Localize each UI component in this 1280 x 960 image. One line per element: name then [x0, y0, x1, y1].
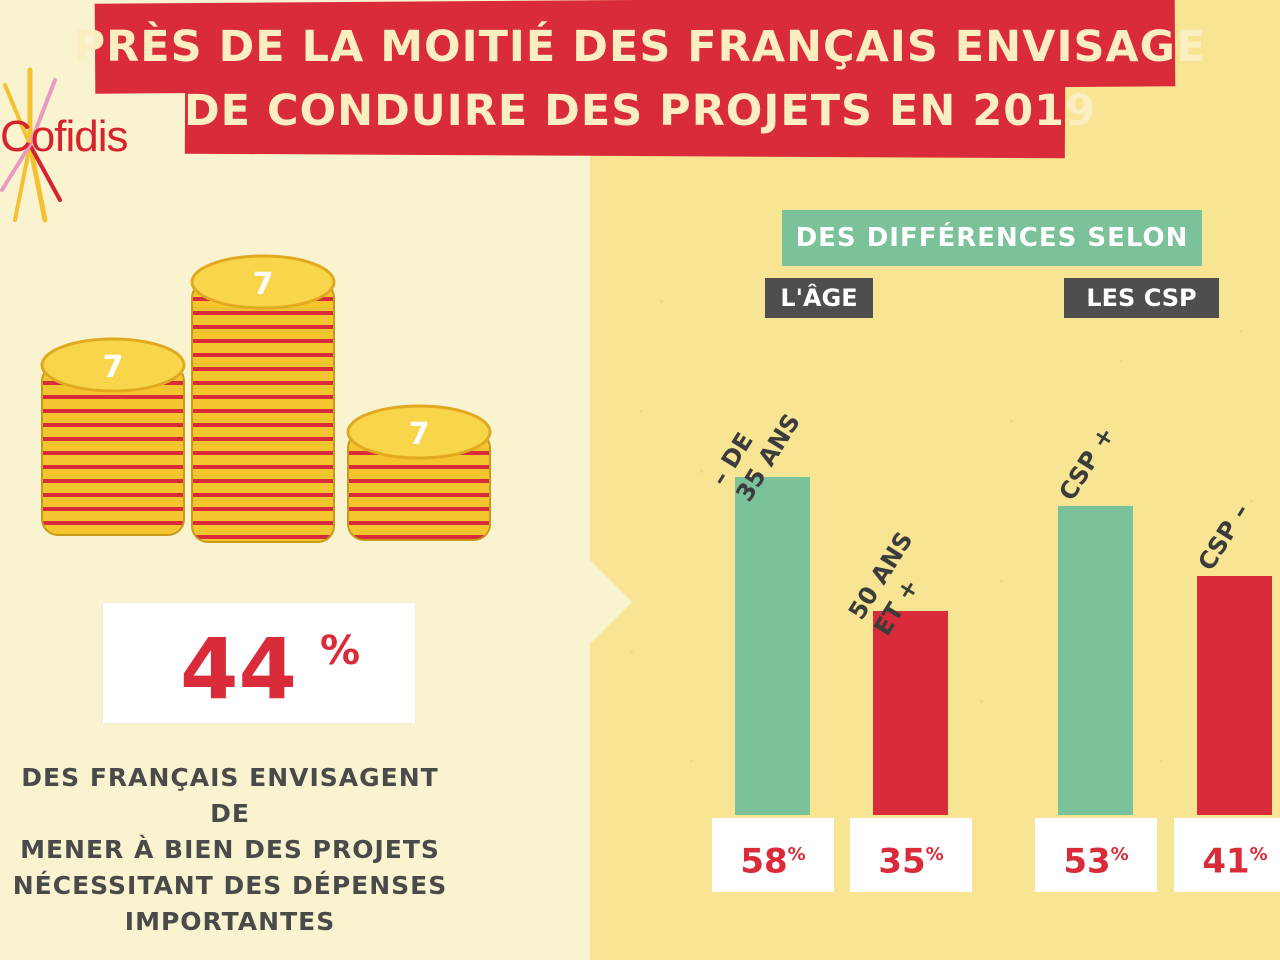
coin-stack-right: 7 [346, 404, 492, 541]
bar-value-label: 53% [1035, 818, 1157, 898]
background-speckle [1000, 580, 1003, 583]
bar-value-box [850, 818, 972, 892]
background-speckle [980, 700, 983, 703]
bar [873, 610, 948, 815]
headline-unit: % [320, 628, 361, 674]
bar-value-unit: % [1110, 844, 1129, 865]
bar [1197, 575, 1272, 815]
svg-text:7: 7 [253, 267, 274, 302]
description-line: NÉCESSITANT DES DÉPENSES [12, 871, 448, 900]
description-line: IMPORTANTES [124, 907, 336, 936]
headline-value: 44 [180, 620, 297, 718]
cofidis-logo [0, 67, 62, 223]
bar [1058, 506, 1133, 815]
headline-description: DES FRANÇAIS ENVISAGENT DE MENER À BIEN … [0, 760, 460, 940]
coin-stacks-illustration: 7 7 7 [40, 254, 492, 543]
svg-text:7: 7 [103, 350, 124, 385]
title-line-2: DE CONDUIRE DES PROJETS EN 2019 [183, 86, 1097, 136]
bar-value-number: 58 [740, 841, 788, 882]
bar-value-label: 58% [712, 818, 834, 898]
background-speckle [700, 470, 703, 473]
bar-value-unit: % [925, 844, 944, 865]
svg-text:7: 7 [409, 417, 430, 452]
description-line: DES FRANÇAIS ENVISAGENT DE [21, 763, 439, 828]
bar-value-box [712, 818, 834, 892]
background-speckle [630, 650, 633, 653]
group-label-age: L'ÂGE [765, 278, 873, 318]
coin-stack-middle: 7 [190, 254, 336, 543]
panel-arrow [590, 560, 632, 644]
bar-value-unit: % [1249, 844, 1268, 865]
bar [735, 476, 810, 815]
bar-value-box [1174, 818, 1280, 892]
coin-stack-left: 7 [40, 337, 186, 536]
chart-title: DES DIFFÉRENCES SELON [782, 210, 1202, 266]
headline-box [103, 603, 415, 723]
bar-value-label: 35% [850, 818, 972, 898]
background-speckle [1250, 500, 1253, 503]
background-speckle [690, 760, 693, 763]
bar-value-number: 53 [1063, 841, 1111, 882]
group-label-csp: LES CSP [1064, 278, 1219, 318]
background-speckle [1240, 330, 1243, 333]
bar-value-number: 41 [1202, 841, 1250, 882]
background-speckle [640, 410, 643, 413]
bar-value-unit: % [787, 844, 806, 865]
title-line-1: PRÈS DE LA MOITIÉ DES FRANÇAIS ENVISAGE [73, 22, 1207, 72]
logo-text: Cofidis [0, 112, 128, 161]
background-speckle [1010, 420, 1013, 423]
background-speckle [1160, 760, 1163, 763]
bar-value-box [1035, 818, 1157, 892]
description-line: MENER À BIEN DES PROJETS [20, 835, 440, 864]
bar-value-label: 41% [1174, 818, 1280, 898]
background-speckle [1120, 360, 1123, 363]
bar-value-number: 35 [878, 841, 926, 882]
background-speckle [660, 300, 663, 303]
